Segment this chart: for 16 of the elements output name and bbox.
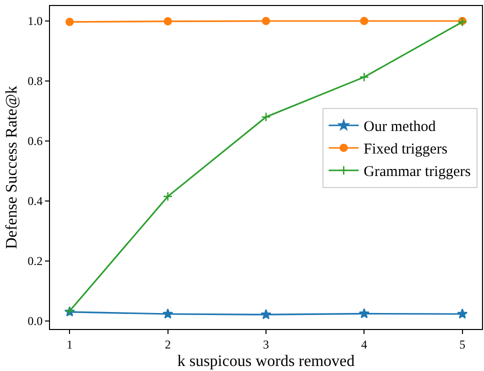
y-tick-label: 0.8 <box>28 74 43 88</box>
x-axis-title: k suspicous words removed <box>177 353 355 370</box>
y-tick-label: 1.0 <box>28 14 43 28</box>
legend-label: Fixed triggers <box>364 142 448 158</box>
y-tick-label: 0.4 <box>28 194 43 208</box>
y-tick-label: 0.0 <box>28 314 43 328</box>
x-tick-label: 2 <box>164 337 171 352</box>
x-tick-label: 4 <box>361 337 368 352</box>
y-tick-label: 0.2 <box>28 254 43 268</box>
x-tick-label: 1 <box>66 337 73 352</box>
legend-label: Our method <box>364 119 436 136</box>
x-tick-label: 5 <box>459 337 466 352</box>
y-tick-label: 0.6 <box>28 134 43 148</box>
y-axis-title: Defense Success Rate@k <box>4 86 20 250</box>
legend-label: Grammar triggers <box>364 164 471 180</box>
x-tick-label: 3 <box>263 337 269 352</box>
